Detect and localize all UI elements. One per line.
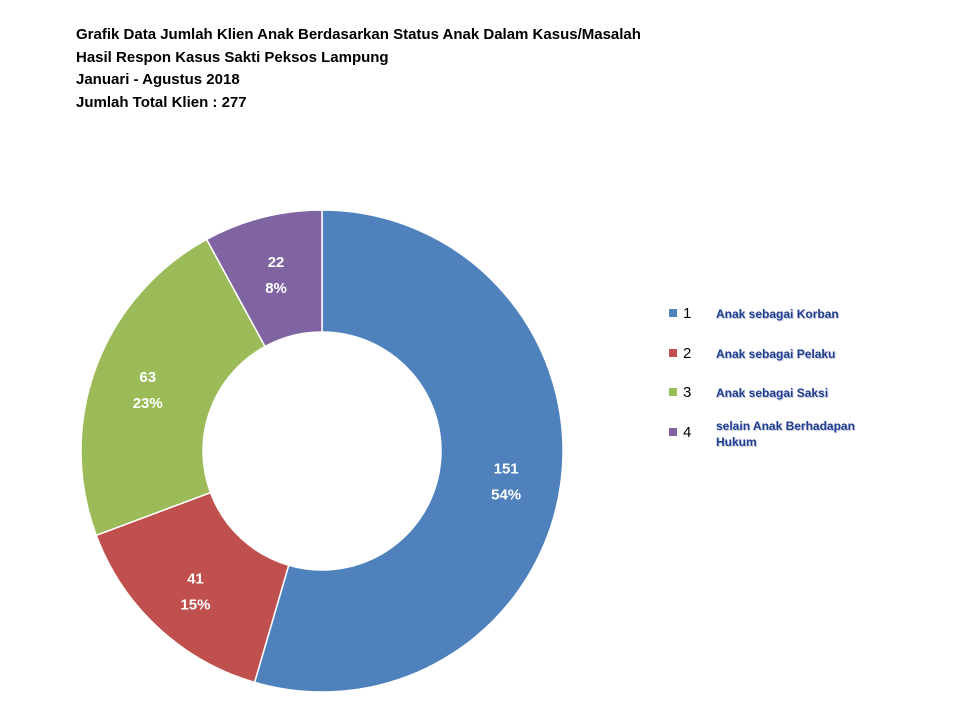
chart-total: Jumlah Total Klien : 277 (76, 93, 247, 111)
legend-swatch-3 (669, 388, 677, 396)
legend-label-shadow-2: Anak sebagai Pelaku (717, 348, 836, 362)
legend-key-2: 2 (683, 345, 691, 362)
slice-percent-label-2: 15% (180, 596, 210, 613)
slice-percent-label-1: 54% (491, 486, 521, 503)
slice-value-label-2: 41 (187, 570, 204, 587)
slice-value-label-3: 63 (139, 369, 156, 386)
donut-slice-2 (95, 491, 290, 684)
legend-label-4: selain Anak Berhadapan (716, 419, 855, 433)
donut-slice-4 (205, 209, 323, 348)
slice-percent-label-3: 23% (133, 395, 163, 412)
donut-slice-3 (80, 238, 267, 537)
legend-swatch-2 (669, 349, 677, 357)
legend-label-shadow-4: Hukum (717, 436, 758, 450)
chart-period: Januari - Agustus 2018 (76, 71, 240, 88)
legend-label-4: Hukum (716, 435, 757, 449)
legend-label-shadow-3: Anak sebagai Saksi (717, 387, 829, 401)
legend-key-3: 3 (683, 384, 691, 401)
slice-value-label-1: 151 (494, 460, 519, 477)
chart-title: Grafik Data Jumlah Klien Anak Berdasarka… (76, 26, 641, 43)
slice-percent-label-4: 8% (265, 280, 287, 297)
donut-slice-labels: 151 54% 41 15% 63 23% 22 8% (133, 254, 521, 614)
legend-label-2: Anak sebagai Pelaku (716, 347, 835, 361)
chart-title-block: Grafik Data Jumlah Klien Anak Berdasarka… (76, 24, 641, 114)
slice-value-label-4: 22 (268, 254, 285, 271)
legend-swatch-1 (669, 309, 677, 317)
legend-label-1: Anak sebagai Korban (716, 307, 839, 321)
legend-label-shadow-4: selain Anak Berhadapan (717, 420, 856, 434)
legend-swatch-4 (669, 428, 677, 436)
donut-slice-1 (253, 209, 564, 693)
legend-key-4: 4 (683, 424, 691, 441)
legend-label-3: Anak sebagai Saksi (716, 386, 828, 400)
chart-subtitle: Hasil Respon Kasus Sakti Peksos Lampung (76, 48, 389, 66)
legend-label-shadow-1: Anak sebagai Korban (717, 308, 840, 322)
donut-slices (80, 209, 564, 693)
legend-key-1: 1 (683, 305, 691, 322)
